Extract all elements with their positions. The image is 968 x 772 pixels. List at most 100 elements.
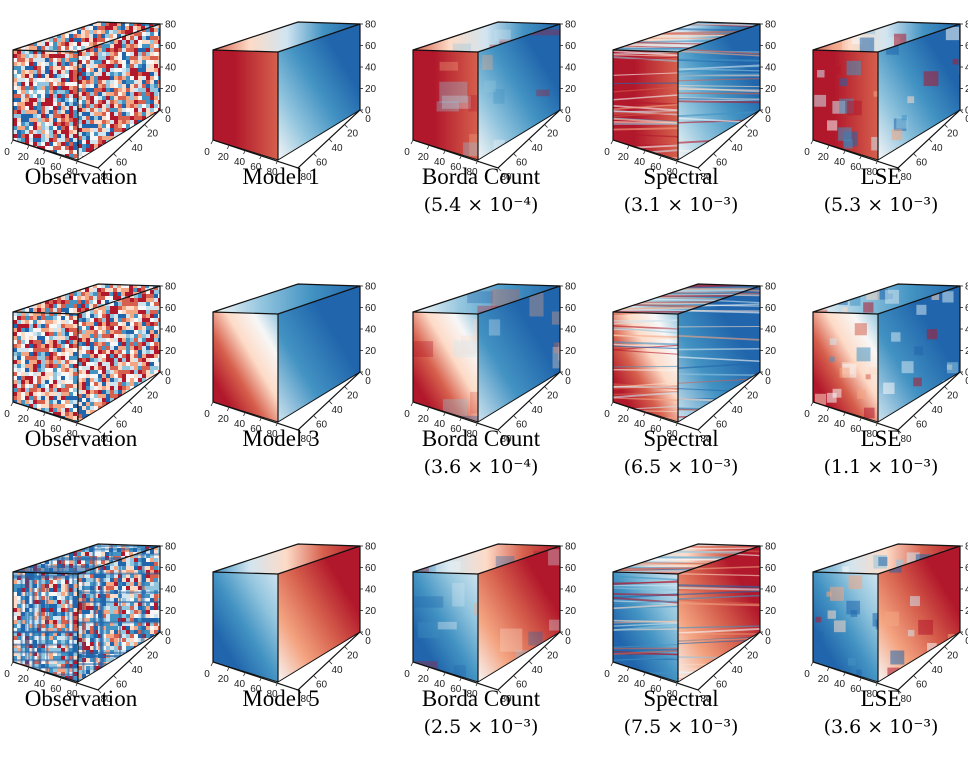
- z-tick-label: 80: [365, 20, 377, 31]
- z-tick-label: 80: [565, 282, 577, 293]
- y-tick-label: 40: [331, 143, 343, 154]
- x-tick-label: 20: [218, 152, 230, 163]
- y-tick-label: 20: [547, 129, 559, 140]
- y-tick-label: 40: [131, 665, 143, 676]
- x-tick-label: 0: [404, 669, 410, 680]
- z-tick-label: 20: [765, 346, 777, 357]
- x-tick-label: 20: [618, 414, 630, 425]
- x-tick-label: 0: [204, 409, 210, 420]
- z-tick-label: 20: [165, 84, 177, 95]
- z-tick-label: 40: [165, 325, 177, 336]
- x-tick-label: 20: [18, 152, 30, 163]
- y-tick-label: 40: [731, 143, 743, 154]
- x-tick-label: 20: [218, 674, 230, 685]
- x-tick-label: 20: [618, 674, 630, 685]
- z-tick-label: 80: [765, 282, 777, 293]
- x-tick-label: 20: [818, 152, 830, 163]
- z-tick-label: 80: [165, 542, 177, 553]
- y-tick-label: 40: [931, 143, 943, 154]
- z-tick-label: 60: [565, 303, 577, 314]
- y-tick-label: 40: [531, 143, 543, 154]
- y-tick-label: 20: [547, 651, 559, 662]
- z-tick-label: 60: [565, 41, 577, 52]
- y-tick-label: 0: [765, 114, 771, 125]
- panel-score: (5.4 × 10⁻⁴): [406, 193, 556, 217]
- y-tick-label: 20: [347, 391, 359, 402]
- panel-title: Model 5: [206, 686, 356, 712]
- z-tick-label: 20: [365, 84, 377, 95]
- y-tick-label: 0: [565, 376, 571, 387]
- z-tick-label: 60: [765, 303, 777, 314]
- z-tick-label: 60: [165, 303, 177, 314]
- y-tick-label: 0: [365, 376, 371, 387]
- z-tick-label: 80: [765, 20, 777, 31]
- x-tick-label: 20: [18, 674, 30, 685]
- panel-title: Observation: [6, 164, 156, 190]
- x-tick-label: 20: [818, 674, 830, 685]
- x-tick-label: 20: [218, 414, 230, 425]
- y-tick-label: 20: [347, 651, 359, 662]
- panel-title: Borda Count: [406, 164, 556, 190]
- z-tick-label: 40: [365, 585, 377, 596]
- z-tick-label: 80: [365, 542, 377, 553]
- y-tick-label: 20: [147, 129, 159, 140]
- z-tick-label: 20: [765, 84, 777, 95]
- x-tick-label: 0: [604, 669, 610, 680]
- y-tick-label: 20: [147, 651, 159, 662]
- z-tick-label: 40: [165, 585, 177, 596]
- y-tick-label: 40: [731, 665, 743, 676]
- y-tick-label: 0: [765, 636, 771, 647]
- y-tick-label: 20: [947, 651, 959, 662]
- z-tick-label: 40: [765, 63, 777, 74]
- panel-title: LSE: [806, 426, 956, 452]
- panel-score: (1.1 × 10⁻³): [806, 455, 956, 479]
- x-tick-label: 0: [204, 669, 210, 680]
- y-tick-label: 0: [565, 114, 571, 125]
- panel-title: Spectral: [606, 164, 756, 190]
- z-tick-label: 20: [565, 606, 577, 617]
- x-tick-label: 0: [604, 409, 610, 420]
- y-tick-label: 20: [347, 129, 359, 140]
- z-tick-label: 60: [565, 563, 577, 574]
- panel-score: (3.6 × 10⁻³): [806, 715, 956, 739]
- z-tick-label: 80: [165, 282, 177, 293]
- panel-lse: 020406080020406080806040200LSE (1.1 × 10⁻…: [806, 272, 968, 512]
- z-tick-label: 40: [565, 585, 577, 596]
- y-tick-label: 0: [565, 636, 571, 647]
- panel-score: (3.6 × 10⁻⁴): [406, 455, 556, 479]
- panel-title: Spectral: [606, 686, 756, 712]
- y-tick-label: 0: [165, 636, 171, 647]
- z-tick-label: 40: [365, 325, 377, 336]
- z-tick-label: 40: [565, 325, 577, 336]
- y-tick-label: 0: [165, 376, 171, 387]
- panel-title: LSE: [806, 686, 956, 712]
- x-tick-label: 0: [404, 409, 410, 420]
- z-tick-label: 20: [565, 84, 577, 95]
- z-tick-label: 40: [165, 63, 177, 74]
- panel-score: (5.3 × 10⁻³): [806, 193, 956, 217]
- x-tick-label: 20: [818, 414, 830, 425]
- x-tick-label: 0: [604, 147, 610, 158]
- y-tick-label: 20: [747, 129, 759, 140]
- x-tick-label: 0: [804, 147, 810, 158]
- z-tick-label: 80: [365, 282, 377, 293]
- panel-score: (6.5 × 10⁻³): [606, 455, 756, 479]
